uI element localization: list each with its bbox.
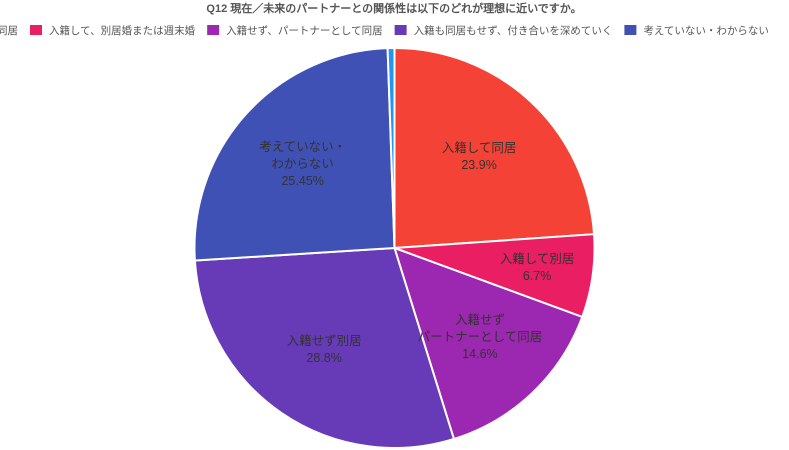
pie (193, 46, 596, 449)
legend-label: 考えていない・わからない (643, 25, 768, 37)
slice-label: 入籍して同居 (442, 140, 517, 155)
slice-label: 考えていない・ (259, 140, 346, 154)
pie-slice (386, 46, 396, 249)
legend-label: 同居 (0, 25, 18, 37)
legend-swatch (207, 25, 220, 35)
legend-label: 入籍せず、パートナーとして同居 (226, 24, 382, 37)
slice-label: 入籍して別居 (500, 251, 575, 266)
legend-swatch (624, 25, 637, 35)
slice-label: 入籍せず別居 (287, 333, 362, 348)
pie-slice (392, 246, 584, 441)
legend: 同居 入籍して、別居婚または週末婚 入籍せず、パートナーとして同居 入籍も同居もせず、… (0, 24, 769, 37)
slice-value-label: 6.7% (523, 269, 552, 283)
slice-label: パートナーとして同居 (418, 330, 543, 344)
legend-swatch (30, 25, 42, 35)
legend-label: 入籍して、別居婚または週末婚 (49, 24, 196, 37)
legend-swatch (394, 25, 407, 35)
slice-value-label: 14.6% (462, 347, 497, 361)
slice-label: 入籍せず (455, 312, 505, 327)
slice-label: わからない (271, 157, 334, 171)
chart-title: Q12 現在／未来のパートナーとの関係性は以下のどれが理想に近いですか。 (206, 1, 581, 15)
legend-label: 入籍も同居もせず、付き合いを深めていく (414, 24, 613, 37)
slice-value-label: 28.8% (306, 351, 341, 365)
slice-value-label: 25.45% (281, 174, 323, 188)
slice-value-label: 23.9% (461, 158, 496, 172)
pie-slice (393, 46, 596, 250)
pie-slice (193, 47, 396, 262)
pie-slice (193, 246, 456, 449)
